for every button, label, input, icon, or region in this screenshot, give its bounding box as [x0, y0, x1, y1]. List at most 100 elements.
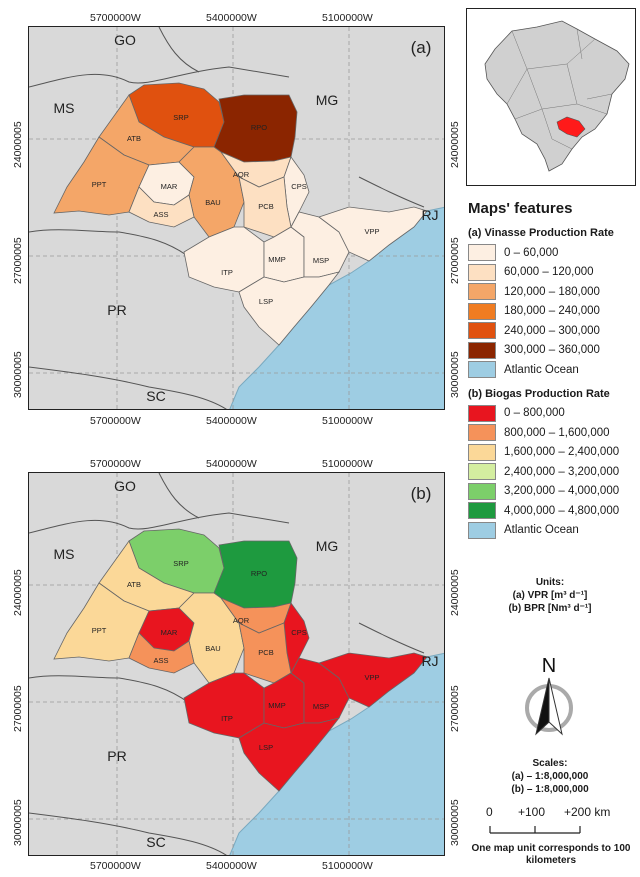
legend-label: Atlantic Ocean: [504, 363, 579, 376]
legend-swatch: [468, 341, 496, 359]
map-a-coord-left-2: 27000005: [12, 237, 24, 284]
legend-label: 2,400,000 – 3,200,000: [504, 465, 620, 478]
map-a-coord-top-1: 5700000W: [90, 12, 141, 24]
legend-item: 2,400,000 – 3,200,000: [468, 462, 636, 482]
map-a-coord-right-1: 24000005: [449, 121, 461, 168]
legend-label: 300,000 – 360,000: [504, 344, 600, 357]
legend-label: 800,000 – 1,600,000: [504, 426, 610, 439]
map-b-label-rpo: RPO: [251, 569, 267, 578]
scale-bar-line: [489, 826, 581, 834]
map-b-label-cps: CPS: [291, 628, 306, 637]
legend-item: 300,000 – 360,000: [468, 341, 636, 361]
map-a-label-bau: BAU: [205, 198, 220, 207]
map-a-coord-bottom-3: 5100000W: [322, 415, 373, 427]
map-a-state-border-2: [158, 27, 200, 73]
map-a-state-go: GO: [114, 32, 136, 48]
map-a-panel-label: (a): [411, 38, 432, 57]
map-a-state-border-3: [29, 229, 190, 258]
map-b-state-pr: PR: [107, 748, 126, 764]
legend-swatch: [468, 443, 496, 461]
scale-bar-label-0: 0: [486, 805, 493, 819]
map-a-region-ppt: [53, 136, 150, 216]
map-b-label-aqr: AQR: [233, 616, 250, 625]
map-a-label-itp: ITP: [221, 268, 233, 277]
map-b-region-ass: [128, 632, 195, 674]
legend-vinasse-title: (a) Vinasse Production Rate: [468, 227, 614, 239]
map-b-label-msp: MSP: [313, 702, 329, 711]
map-b-region-itp: [183, 672, 265, 739]
legend-item: Atlantic Ocean: [468, 521, 636, 541]
legend-item: 0 – 60,000: [468, 243, 636, 263]
map-b-state-mg: MG: [316, 538, 339, 554]
map-a-coord-right-2: 27000005: [449, 237, 461, 284]
map-a-coord-bottom-2: 5400000W: [206, 415, 257, 427]
legend-label: 0 – 800,000: [504, 407, 565, 420]
map-b-coord-top-2: 5400000W: [206, 458, 257, 470]
map-a-region-bau: [178, 146, 245, 238]
legend-swatch: [468, 502, 496, 520]
map-b-coord-right-3: 30000005: [449, 799, 461, 846]
map-a-state-ms: MS: [54, 100, 75, 116]
legend-item: 3,200,000 – 4,000,000: [468, 482, 636, 502]
scale-bar: 0 +100 +200 km: [470, 805, 636, 839]
map-b-region-bau: [178, 592, 245, 684]
scales-block: Scales: (a) – 1:8,000,000 (b) – 1:8,000,…: [470, 757, 630, 796]
legend-swatch: [468, 482, 496, 500]
legend-item: 800,000 – 1,600,000: [468, 423, 636, 443]
map-b-label-srp: SRP: [173, 559, 188, 568]
map-a-label-mmp: MMP: [268, 255, 286, 264]
map-b-region-msp: [290, 657, 350, 724]
legend-item: 0 – 800,000: [468, 404, 636, 424]
map-b-region-ppt: [53, 582, 150, 662]
map-a-region-lsp: [238, 271, 341, 346]
map-b-coord-right-2: 27000005: [449, 685, 461, 732]
map-b-label-bau: BAU: [205, 644, 220, 653]
map-a-label-ppt: PPT: [92, 180, 107, 189]
map-a-label-srp: SRP: [173, 113, 188, 122]
scale-bar-label-100: +100: [518, 805, 546, 819]
map-b-label-vpp: VPP: [364, 673, 379, 682]
legend-item: 1,600,000 – 2,400,000: [468, 443, 636, 463]
map-b-coord-left-1: 24000005: [12, 569, 24, 616]
brazil-inset-map: [466, 8, 636, 186]
map-a-coord-left-3: 30000005: [12, 351, 24, 398]
map-a-coord-bottom-1: 5700000W: [90, 415, 141, 427]
map-b-coord-bottom-2: 5400000W: [206, 860, 257, 872]
map-a-label-mar: MAR: [161, 182, 178, 191]
map-b-label-pcb: PCB: [258, 648, 273, 657]
map-b-state-ms: MS: [54, 546, 75, 562]
map-a-panel: 5700000W 5400000W 5100000W 5700000W 5400…: [0, 0, 462, 427]
map-a-label-lsp: LSP: [259, 297, 273, 306]
map-b-label-atb: ATB: [127, 580, 141, 589]
map-a-state-pr: PR: [107, 302, 126, 318]
map-b-frame: SRP RPO ATB PPT MAR BAU ASS AQR CPS PCB …: [28, 472, 445, 856]
legend-swatch: [468, 361, 496, 379]
legend-swatch: [468, 302, 496, 320]
north-arrow: N: [516, 652, 582, 742]
north-label: N: [542, 655, 556, 677]
units-block: Units: (a) VPR [m³ d⁻¹] (b) BPR [Nm³ d⁻¹…: [470, 576, 630, 615]
map-a-label-pcb: PCB: [258, 202, 273, 211]
map-b-coord-left-3: 30000005: [12, 799, 24, 846]
map-b-label-ppt: PPT: [92, 626, 107, 635]
map-b-label-mmp: MMP: [268, 701, 286, 710]
legend-item: 60,000 – 120,000: [468, 263, 636, 283]
legend-swatch: [468, 463, 496, 481]
legend-label: 240,000 – 300,000: [504, 324, 600, 337]
legend-item: 4,000,000 – 4,800,000: [468, 501, 636, 521]
map-b-panel: 5700000W 5400000W 5100000W 5700000W 5400…: [0, 450, 462, 877]
map-b-coord-top-1: 5700000W: [90, 458, 141, 470]
legend-swatch: [468, 521, 496, 539]
legend-item: 120,000 – 180,000: [468, 282, 636, 302]
map-b-label-ass: ASS: [153, 656, 168, 665]
map-a-state-border-4: [29, 366, 227, 409]
legend: Maps' features (a) Vinasse Production Ra…: [468, 200, 636, 540]
map-a-label-msp: MSP: [313, 256, 329, 265]
map-a-label-vpp: VPP: [364, 227, 379, 236]
map-b-label-mar: MAR: [161, 628, 178, 637]
map-a-label-cps: CPS: [291, 182, 306, 191]
map-b-state-border-3: [29, 675, 190, 704]
map-a-coord-top-2: 5400000W: [206, 12, 257, 24]
map-b-coord-top-3: 5100000W: [322, 458, 373, 470]
legend-label: 180,000 – 240,000: [504, 305, 600, 318]
